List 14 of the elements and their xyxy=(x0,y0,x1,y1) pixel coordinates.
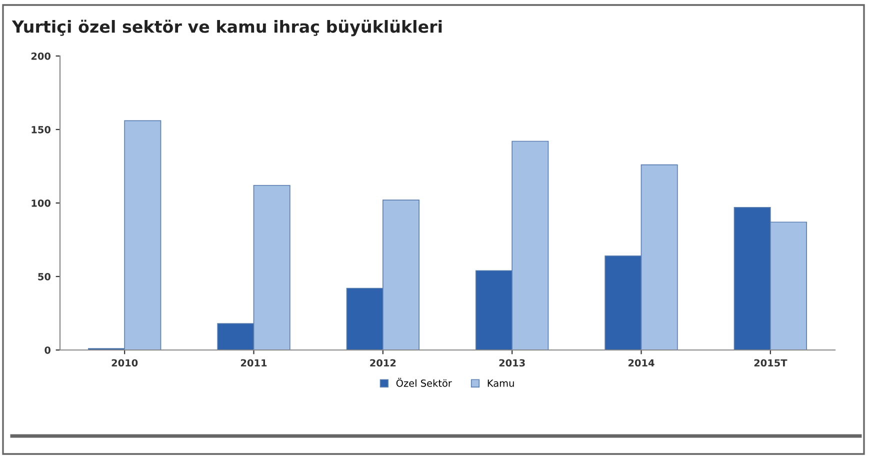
legend-label: Özel Sektör xyxy=(396,378,452,387)
x-tick-label: 2011 xyxy=(240,359,267,367)
x-tick-label: 2015T xyxy=(754,359,788,367)
y-tick-label: 100 xyxy=(32,199,51,207)
y-tick-label: 150 xyxy=(32,126,51,134)
x-tick-label: 2012 xyxy=(370,359,396,367)
y-tick-label: 50 xyxy=(38,272,51,280)
legend-label: Kamu xyxy=(488,380,514,387)
x-tick-label: 2010 xyxy=(112,359,138,367)
chart-title: Yurtiçi özel sektör ve kamu ihraç büyüklükleri xyxy=(12,20,442,36)
x-tick-label: 2013 xyxy=(499,359,525,367)
y-tick-label: 200 xyxy=(31,52,51,60)
x-tick-label: 2014 xyxy=(628,359,654,367)
y-tick-label: 0 xyxy=(44,346,51,354)
